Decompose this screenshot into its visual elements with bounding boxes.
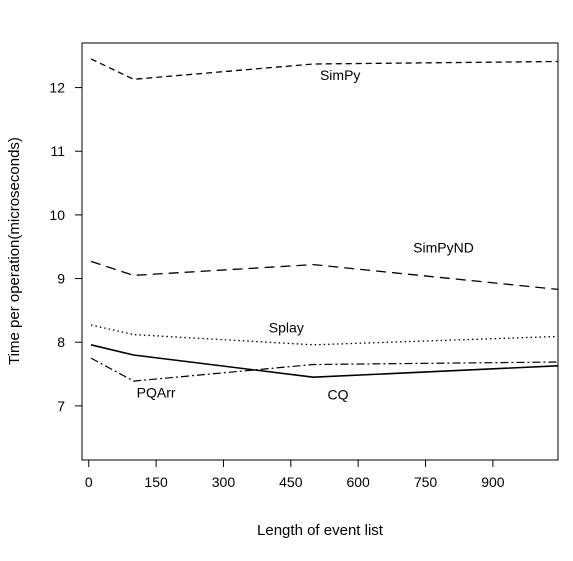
series-label-splay: Splay [269, 320, 304, 336]
series-label-simpynd: SimPyND [413, 239, 474, 255]
series-label-pqarr: PQArr [137, 385, 176, 401]
y-tick-label: 11 [50, 143, 65, 159]
series-label-cq: CQ [327, 387, 348, 403]
series-line-simpynd [90, 260, 559, 291]
x-tick-label: 750 [414, 474, 438, 490]
x-tick-label: 900 [481, 474, 505, 490]
y-tick-label: 9 [57, 271, 65, 287]
y-tick-label: 10 [49, 207, 65, 223]
y-axis-title: Time per operation(microseconds) [6, 137, 23, 365]
plot-frame [81, 42, 559, 461]
series-labels: SimPy SimPyND Splay PQArr CQ [137, 67, 474, 403]
series-lines [90, 58, 559, 382]
x-tick-label: 150 [144, 474, 168, 490]
x-tick-label: 0 [85, 474, 93, 490]
x-tick-label: 450 [279, 474, 303, 490]
x-axis-title: Length of event list [257, 522, 384, 539]
x-axis: 0 150 300 450 600 750 900 [85, 460, 505, 490]
x-tick-label: 600 [346, 474, 370, 490]
series-line-simpy [90, 58, 559, 80]
y-axis: 7 8 9 10 11 12 [49, 80, 82, 414]
series-label-simpy: SimPy [320, 67, 360, 83]
y-tick-label: 8 [57, 334, 65, 350]
series-line-cq [90, 344, 559, 379]
x-tick-label: 300 [212, 474, 236, 490]
y-tick-label: 7 [57, 398, 65, 414]
series-line-splay [90, 324, 559, 346]
y-tick-label: 12 [49, 80, 65, 96]
